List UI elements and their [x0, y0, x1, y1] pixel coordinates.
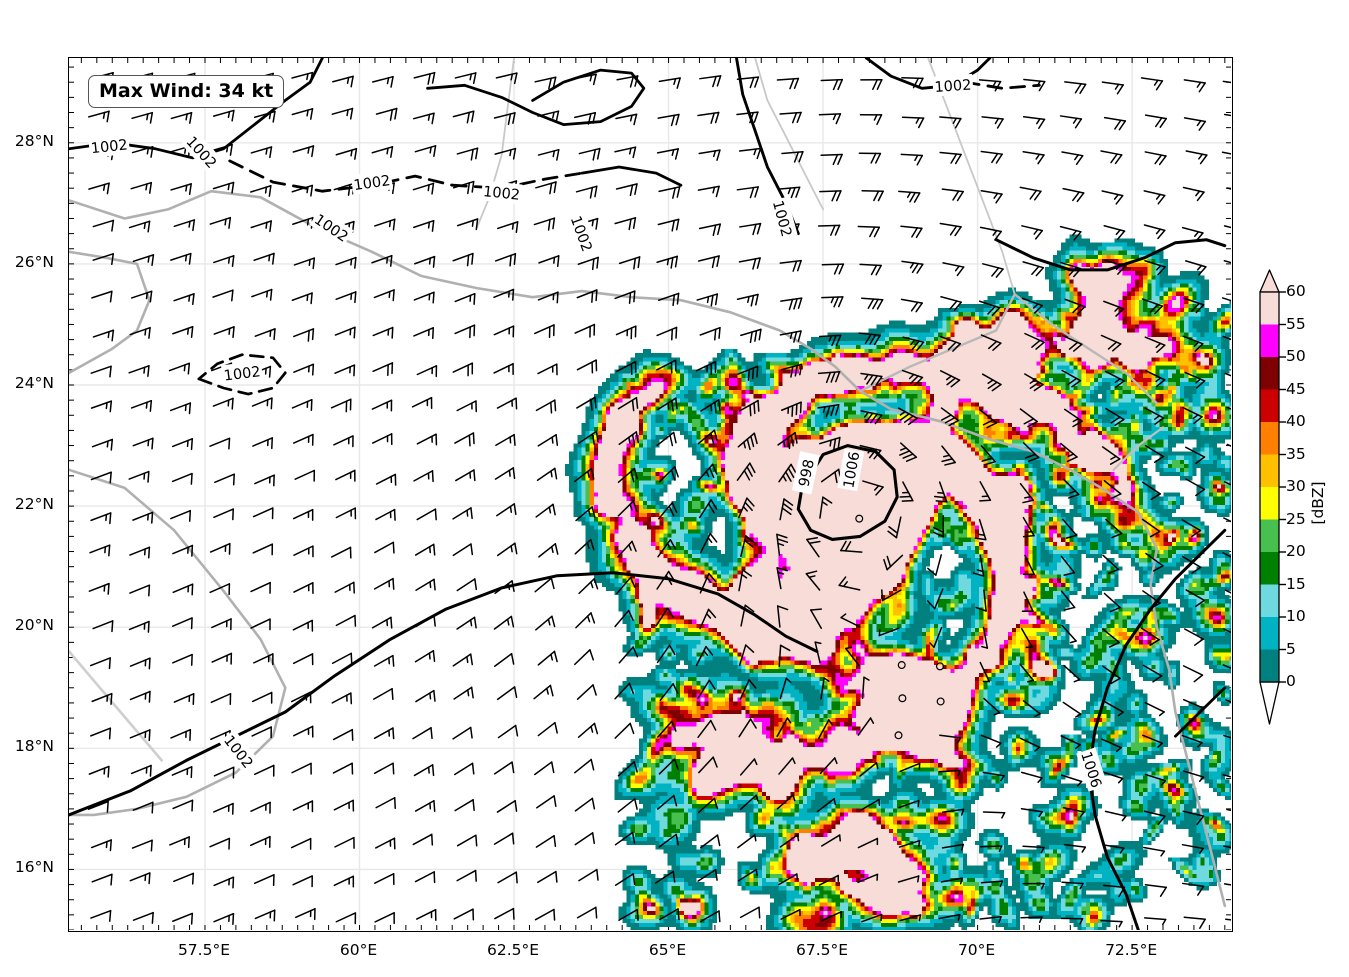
colorbar-tick-label: 5 — [1286, 639, 1296, 658]
lon-tick-label: 65°E — [648, 941, 687, 959]
lon-tick-label: 57.5°E — [177, 941, 230, 959]
colorbar-tick-label: 55 — [1286, 314, 1306, 333]
colorbar-tick-label: 40 — [1286, 412, 1306, 430]
reflectivity-field — [565, 234, 1231, 930]
colorbar-band — [1260, 324, 1279, 357]
colorbar-band — [1260, 552, 1279, 585]
wind-barbs — [87, 71, 1231, 930]
colorbar-tick-label: 30 — [1286, 477, 1306, 495]
colorbar-gradient — [1259, 269, 1286, 725]
colorbar-band — [1260, 519, 1279, 552]
colorbar-band — [1260, 454, 1279, 487]
colorbar-band — [1260, 357, 1279, 390]
colorbar-band — [1260, 292, 1279, 325]
colorbar-tick-label: 15 — [1286, 574, 1306, 593]
lon-tick-label: 60°E — [339, 941, 378, 959]
contour-label: 1002 — [482, 184, 520, 204]
colorbar: [dBZ] 0 5 10 15 20 25 30 35 40 45 50 55 60 — [1252, 262, 1347, 742]
lat-tick-label: 16°N — [14, 858, 54, 877]
lon-tick-label: 72.5°E — [1105, 941, 1158, 959]
colorbar-unit-label: [dBZ] — [1309, 481, 1327, 525]
colorbar-band — [1260, 617, 1279, 650]
colorbar-band — [1260, 487, 1279, 520]
lat-tick-label: 22°N — [14, 495, 54, 514]
lon-tick-label: 70°E — [957, 941, 996, 959]
contour-label: 1006 — [841, 450, 863, 489]
colorbar-tick-label: 10 — [1286, 607, 1306, 625]
lat-tick-label: 20°N — [14, 616, 54, 635]
lat-tick-label: 24°N — [14, 374, 54, 392]
colorbar-band — [1260, 649, 1279, 682]
colorbar-band — [1260, 389, 1279, 422]
colorbar-extend-over — [1259, 269, 1280, 293]
max-wind-annotation: Max Wind: 34 kt — [88, 75, 285, 108]
colorbar-tick-label: 50 — [1286, 347, 1306, 365]
colorbar-tick-label: 0 — [1286, 672, 1296, 690]
contour-label: 1002 — [934, 77, 972, 96]
colorbar-tick-label: 35 — [1286, 444, 1306, 463]
lon-tick-label: 67.5°E — [796, 941, 849, 959]
map-plot-area: 998 1002 1002 1002 1002 1002 1002 1002 1002 1002 1… — [68, 57, 1233, 932]
contour-label: 998 — [797, 458, 818, 488]
colorbar-tick-label: 25 — [1286, 509, 1306, 528]
colorbar-tick-label: 45 — [1286, 379, 1306, 398]
lat-tick-label: 18°N — [14, 737, 54, 756]
contour-label: 1002 — [223, 364, 262, 384]
contour-label: 1002 — [353, 173, 392, 194]
colorbar-extend-under — [1259, 681, 1280, 725]
colorbar-tick-label: 20 — [1286, 542, 1306, 560]
contour-label: 1002 — [90, 137, 128, 157]
colorbar-band — [1260, 584, 1279, 617]
pressure-contours — [69, 58, 1227, 930]
colorbar-tick-label: 60 — [1286, 282, 1306, 300]
lat-tick-label: 28°N — [14, 131, 54, 150]
colorbar-band — [1260, 422, 1279, 455]
lon-tick-label: 62.5°E — [486, 941, 540, 959]
lat-tick-label: 26°N — [14, 252, 54, 271]
